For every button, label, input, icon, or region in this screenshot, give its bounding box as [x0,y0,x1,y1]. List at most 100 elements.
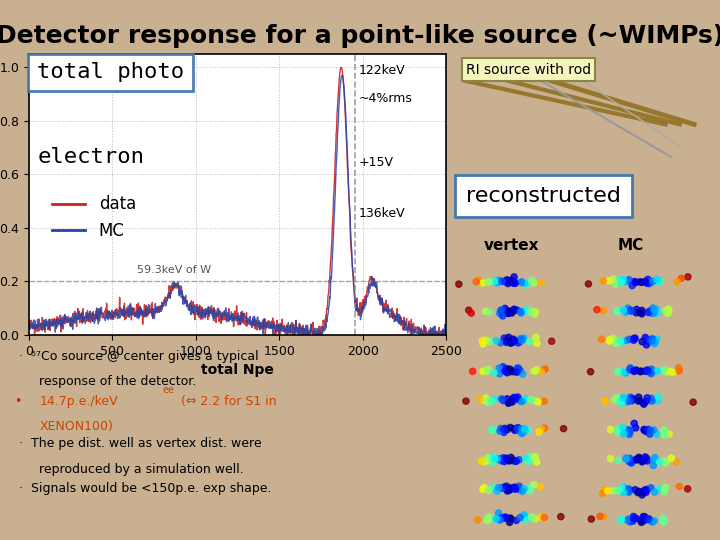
Point [628,395,639,403]
Point [479,457,490,466]
Point [658,516,670,524]
Point [522,457,534,466]
Point [519,426,531,435]
Point [633,393,644,402]
Point [508,367,519,376]
Point [611,427,623,436]
Point [643,515,654,524]
Point [492,455,503,463]
Point [627,517,639,525]
Point [659,487,670,496]
Text: 136keV: 136keV [359,207,405,220]
Point [508,273,520,281]
Point [496,395,508,403]
Point [465,309,477,318]
Point [555,512,567,521]
Point [660,458,672,467]
Point [502,309,513,318]
Point [513,367,524,376]
Point [525,395,536,403]
Point [500,366,512,375]
Point [630,423,642,432]
Point [493,276,505,285]
Point [506,338,518,347]
Point [623,515,634,524]
Point [611,306,623,315]
Point [498,425,510,434]
Point [629,278,640,286]
Point [612,487,624,495]
Point [621,427,632,436]
Point [488,454,500,462]
Text: 59.3keV of W: 59.3keV of W [138,265,212,275]
Point [523,456,535,465]
Text: ·  Signals would be <150p.e. exp shape.: · Signals would be <150p.e. exp shape. [19,482,271,495]
Point [612,456,624,465]
Point [501,368,513,377]
Point [634,396,645,405]
Point [512,423,523,432]
Point [636,518,647,526]
Point [495,456,507,465]
Point [642,485,653,494]
Point [585,367,596,376]
Point [539,365,551,374]
Point [652,367,663,375]
Point [482,456,493,465]
Point [639,487,650,495]
Point [526,309,537,318]
Point [531,457,542,466]
Point [652,275,663,284]
Point [495,306,507,314]
Point [605,425,616,434]
Point [499,484,510,492]
Point [503,308,514,316]
Point [624,364,636,373]
Point [649,338,661,347]
Point [631,455,642,464]
Point [688,398,699,407]
Point [626,281,638,290]
Point [613,427,624,436]
Point [516,429,528,438]
Point [599,485,611,494]
Point [654,276,666,285]
Point [508,424,520,433]
Point [648,306,660,314]
Point [482,516,493,525]
Point [641,279,652,287]
Point [518,424,529,433]
Point [513,424,524,433]
Point [493,509,505,517]
Point [636,278,648,287]
Point [643,279,654,288]
Point [642,367,654,375]
Point [609,396,621,404]
Point [517,370,528,379]
Point [649,517,660,525]
Point [657,514,669,523]
Point [500,278,512,286]
Point [498,428,510,437]
Point [487,397,498,406]
Point [503,307,514,315]
Point [644,307,655,315]
Point [514,338,526,346]
Point [529,453,541,461]
Point [623,307,634,315]
Legend: data, MC: data, MC [45,188,143,246]
Point [506,308,518,317]
Point [513,482,525,490]
Point [645,336,657,345]
Point [499,424,510,433]
Point [650,304,662,313]
Point [618,393,629,402]
Point [618,427,629,436]
Point [582,280,594,288]
Point [636,309,647,318]
Point [626,457,638,465]
Point [622,307,634,315]
Point [639,453,651,461]
Point [602,487,613,495]
Point [498,396,509,405]
